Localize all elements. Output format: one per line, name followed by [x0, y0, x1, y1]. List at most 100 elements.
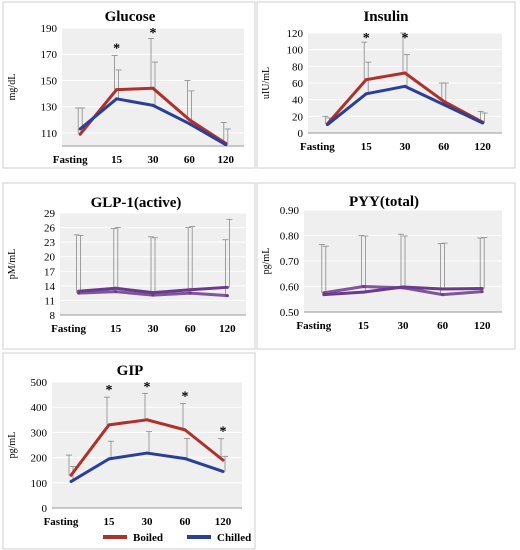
x-tick-label: Fasting [53, 154, 88, 166]
data-point-chilled [78, 127, 82, 131]
data-point-chilled [107, 457, 111, 461]
y-tick-label: 120 [287, 28, 304, 40]
data-point-boiled [115, 88, 119, 92]
data-point-chilled [325, 123, 329, 127]
x-tick-label: 120 [215, 516, 232, 528]
x-tick-label: 30 [148, 154, 160, 166]
significance-marker: * [363, 31, 370, 46]
data-point-boiled [225, 294, 229, 298]
data-point-boiled [183, 428, 187, 432]
data-point-chilled [188, 288, 192, 292]
x-tick-label: 120 [474, 320, 491, 332]
y-tick-label: 0 [298, 128, 304, 140]
data-point-chilled [441, 287, 445, 291]
plot-area [52, 382, 242, 508]
data-point-chilled [442, 103, 446, 107]
chart-title: PYY(total) [349, 194, 419, 210]
significance-marker: * [150, 26, 157, 41]
chart-title: GIP [117, 363, 144, 379]
x-tick-label: Fasting [44, 516, 79, 528]
y-tick-label: 11 [44, 295, 55, 307]
y-tick-label: 0.80 [280, 231, 300, 243]
data-point-chilled [145, 451, 149, 455]
plot-area [60, 213, 246, 315]
data-point-chilled [361, 290, 365, 294]
x-tick-label: Fasting [51, 323, 86, 335]
x-tick-label: 30 [400, 141, 412, 153]
y-axis-label: pg/mL [7, 432, 18, 459]
y-tick-label: 100 [31, 478, 48, 490]
y-axis-label: uIU/mL [261, 67, 272, 99]
x-tick-label: 120 [218, 154, 235, 166]
data-point-boiled [114, 290, 118, 294]
data-point-boiled [441, 293, 445, 297]
data-point-boiled [187, 118, 191, 122]
y-axis-label: mg/dL [7, 74, 18, 101]
data-point-chilled [322, 293, 326, 297]
x-tick-label: 30 [142, 516, 154, 528]
significance-marker: * [144, 380, 151, 395]
data-point-boiled [364, 78, 368, 82]
y-tick-label: 500 [31, 377, 48, 389]
legend-label-boiled: Boiled [133, 532, 163, 544]
significance-marker: * [106, 383, 113, 398]
y-tick-label: 0.90 [280, 205, 300, 217]
data-point-boiled [442, 99, 446, 103]
data-point-chilled [151, 103, 155, 107]
significance-marker: * [402, 31, 409, 46]
x-tick-label: 60 [185, 323, 197, 335]
data-point-chilled [69, 480, 73, 484]
legend-label-chilled: Chilled [217, 532, 251, 544]
chart-panel-1: Glucose 110 130 150 170 190 mg/dL Fasting 15 30 60… [2, 1, 256, 169]
y-tick-label: 0.50 [280, 307, 300, 319]
data-point-boiled [221, 458, 225, 462]
significance-marker: * [113, 42, 120, 57]
data-point-chilled [115, 97, 119, 101]
y-tick-label: 110 [41, 128, 58, 140]
data-point-chilled [151, 291, 155, 295]
y-tick-label: 40 [292, 95, 304, 107]
x-tick-label: 15 [110, 323, 122, 335]
y-tick-label: 29 [44, 208, 56, 220]
data-point-boiled [403, 71, 407, 75]
legend: Boiled Chilled [103, 532, 251, 544]
y-tick-label: 0.60 [280, 282, 300, 294]
data-point-chilled [403, 84, 407, 88]
data-point-chilled [114, 286, 118, 290]
y-tick-label: 8 [50, 310, 56, 322]
data-point-chilled [187, 122, 191, 126]
y-tick-label: 130 [41, 102, 58, 114]
x-tick-label: Fasting [300, 141, 335, 153]
x-tick-label: 60 [438, 141, 450, 153]
y-tick-label: 200 [31, 453, 48, 465]
x-tick-label: 15 [111, 154, 123, 166]
x-tick-label: 15 [358, 320, 370, 332]
data-point-chilled [221, 469, 225, 473]
chart-title: GLP-1(active) [91, 195, 182, 211]
x-tick-label: 120 [219, 323, 236, 335]
x-tick-label: 15 [104, 516, 116, 528]
y-tick-label: 26 [44, 223, 56, 235]
y-tick-label: 23 [44, 237, 56, 249]
x-tick-label: 60 [184, 154, 196, 166]
y-tick-label: 170 [41, 49, 58, 61]
y-tick-label: 60 [292, 78, 304, 90]
significance-marker: * [182, 389, 189, 404]
y-axis-label: pg/mL [261, 248, 272, 275]
y-tick-label: 100 [287, 45, 304, 57]
data-point-chilled [481, 121, 485, 125]
y-tick-label: 0 [42, 503, 48, 515]
chart-title: Glucose [105, 9, 156, 25]
y-tick-label: 20 [292, 111, 304, 123]
data-point-boiled [361, 285, 365, 288]
y-tick-label: 400 [31, 402, 48, 414]
data-point-boiled [480, 290, 484, 294]
data-point-boiled [69, 473, 73, 477]
data-point-chilled [225, 285, 229, 289]
y-tick-label: 17 [44, 266, 56, 278]
data-point-chilled [183, 457, 187, 461]
data-point-boiled [145, 418, 149, 422]
chart-panel-4: PYY(total) 0.50 0.60 0.70 0.80 0.90 pg/mL Fasti… [256, 182, 516, 350]
